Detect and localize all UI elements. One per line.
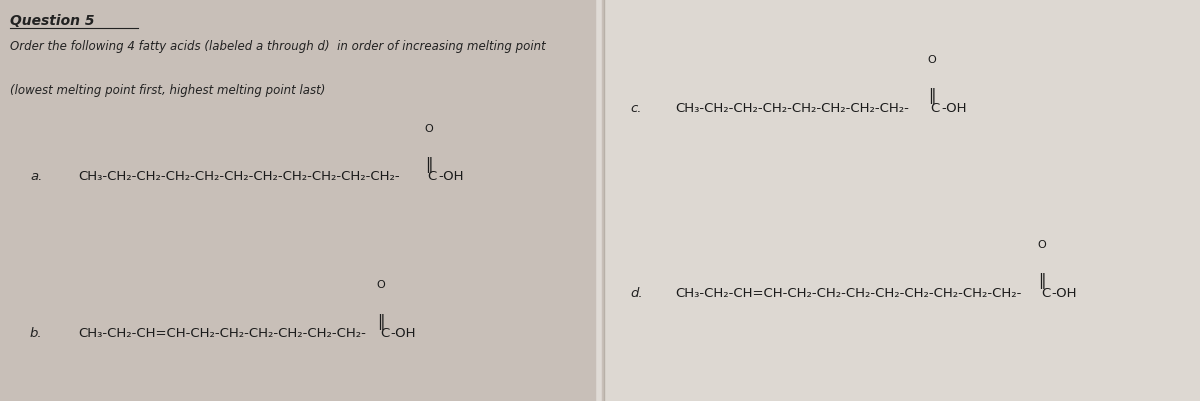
Text: O: O <box>377 280 385 290</box>
Text: -OH: -OH <box>941 102 966 115</box>
Text: (lowest melting point first, highest melting point last): (lowest melting point first, highest mel… <box>10 84 325 97</box>
Text: CH₃-CH₂-CH₂-CH₂-CH₂-CH₂-CH₂-CH₂-: CH₃-CH₂-CH₂-CH₂-CH₂-CH₂-CH₂-CH₂- <box>676 102 910 115</box>
Text: C: C <box>427 170 437 183</box>
Text: -OH: -OH <box>391 326 416 339</box>
Text: C: C <box>930 102 940 115</box>
Text: ‖: ‖ <box>425 156 432 172</box>
Text: -OH: -OH <box>438 170 464 183</box>
Text: Order the following 4 fatty acids (labeled a through d)  in order of increasing : Order the following 4 fatty acids (label… <box>10 40 545 53</box>
Text: CH₃-CH₂-CH=CH-CH₂-CH₂-CH₂-CH₂-CH₂-CH₂-: CH₃-CH₂-CH=CH-CH₂-CH₂-CH₂-CH₂-CH₂-CH₂- <box>78 326 366 339</box>
Text: O: O <box>926 55 936 65</box>
Bar <box>604 0 1200 401</box>
Text: b.: b. <box>30 326 43 339</box>
Text: CH₃-CH₂-CH=CH-CH₂-CH₂-CH₂-CH₂-CH₂-CH₂-CH₂-CH₂-: CH₃-CH₂-CH=CH-CH₂-CH₂-CH₂-CH₂-CH₂-CH₂-CH… <box>676 286 1022 299</box>
Text: O: O <box>425 124 433 133</box>
Text: ‖: ‖ <box>378 313 385 329</box>
Text: C: C <box>380 326 389 339</box>
Text: O: O <box>1038 240 1046 249</box>
Text: a.: a. <box>30 170 42 183</box>
Bar <box>0 0 604 401</box>
Text: c.: c. <box>630 102 642 115</box>
Text: CH₃-CH₂-CH₂-CH₂-CH₂-CH₂-CH₂-CH₂-CH₂-CH₂-CH₂-: CH₃-CH₂-CH₂-CH₂-CH₂-CH₂-CH₂-CH₂-CH₂-CH₂-… <box>78 170 400 183</box>
Text: -OH: -OH <box>1051 286 1078 299</box>
Text: ‖: ‖ <box>928 88 935 104</box>
Text: Question 5: Question 5 <box>10 14 94 28</box>
Text: C: C <box>1040 286 1050 299</box>
Text: d.: d. <box>630 286 643 299</box>
Text: ‖: ‖ <box>1038 273 1046 289</box>
